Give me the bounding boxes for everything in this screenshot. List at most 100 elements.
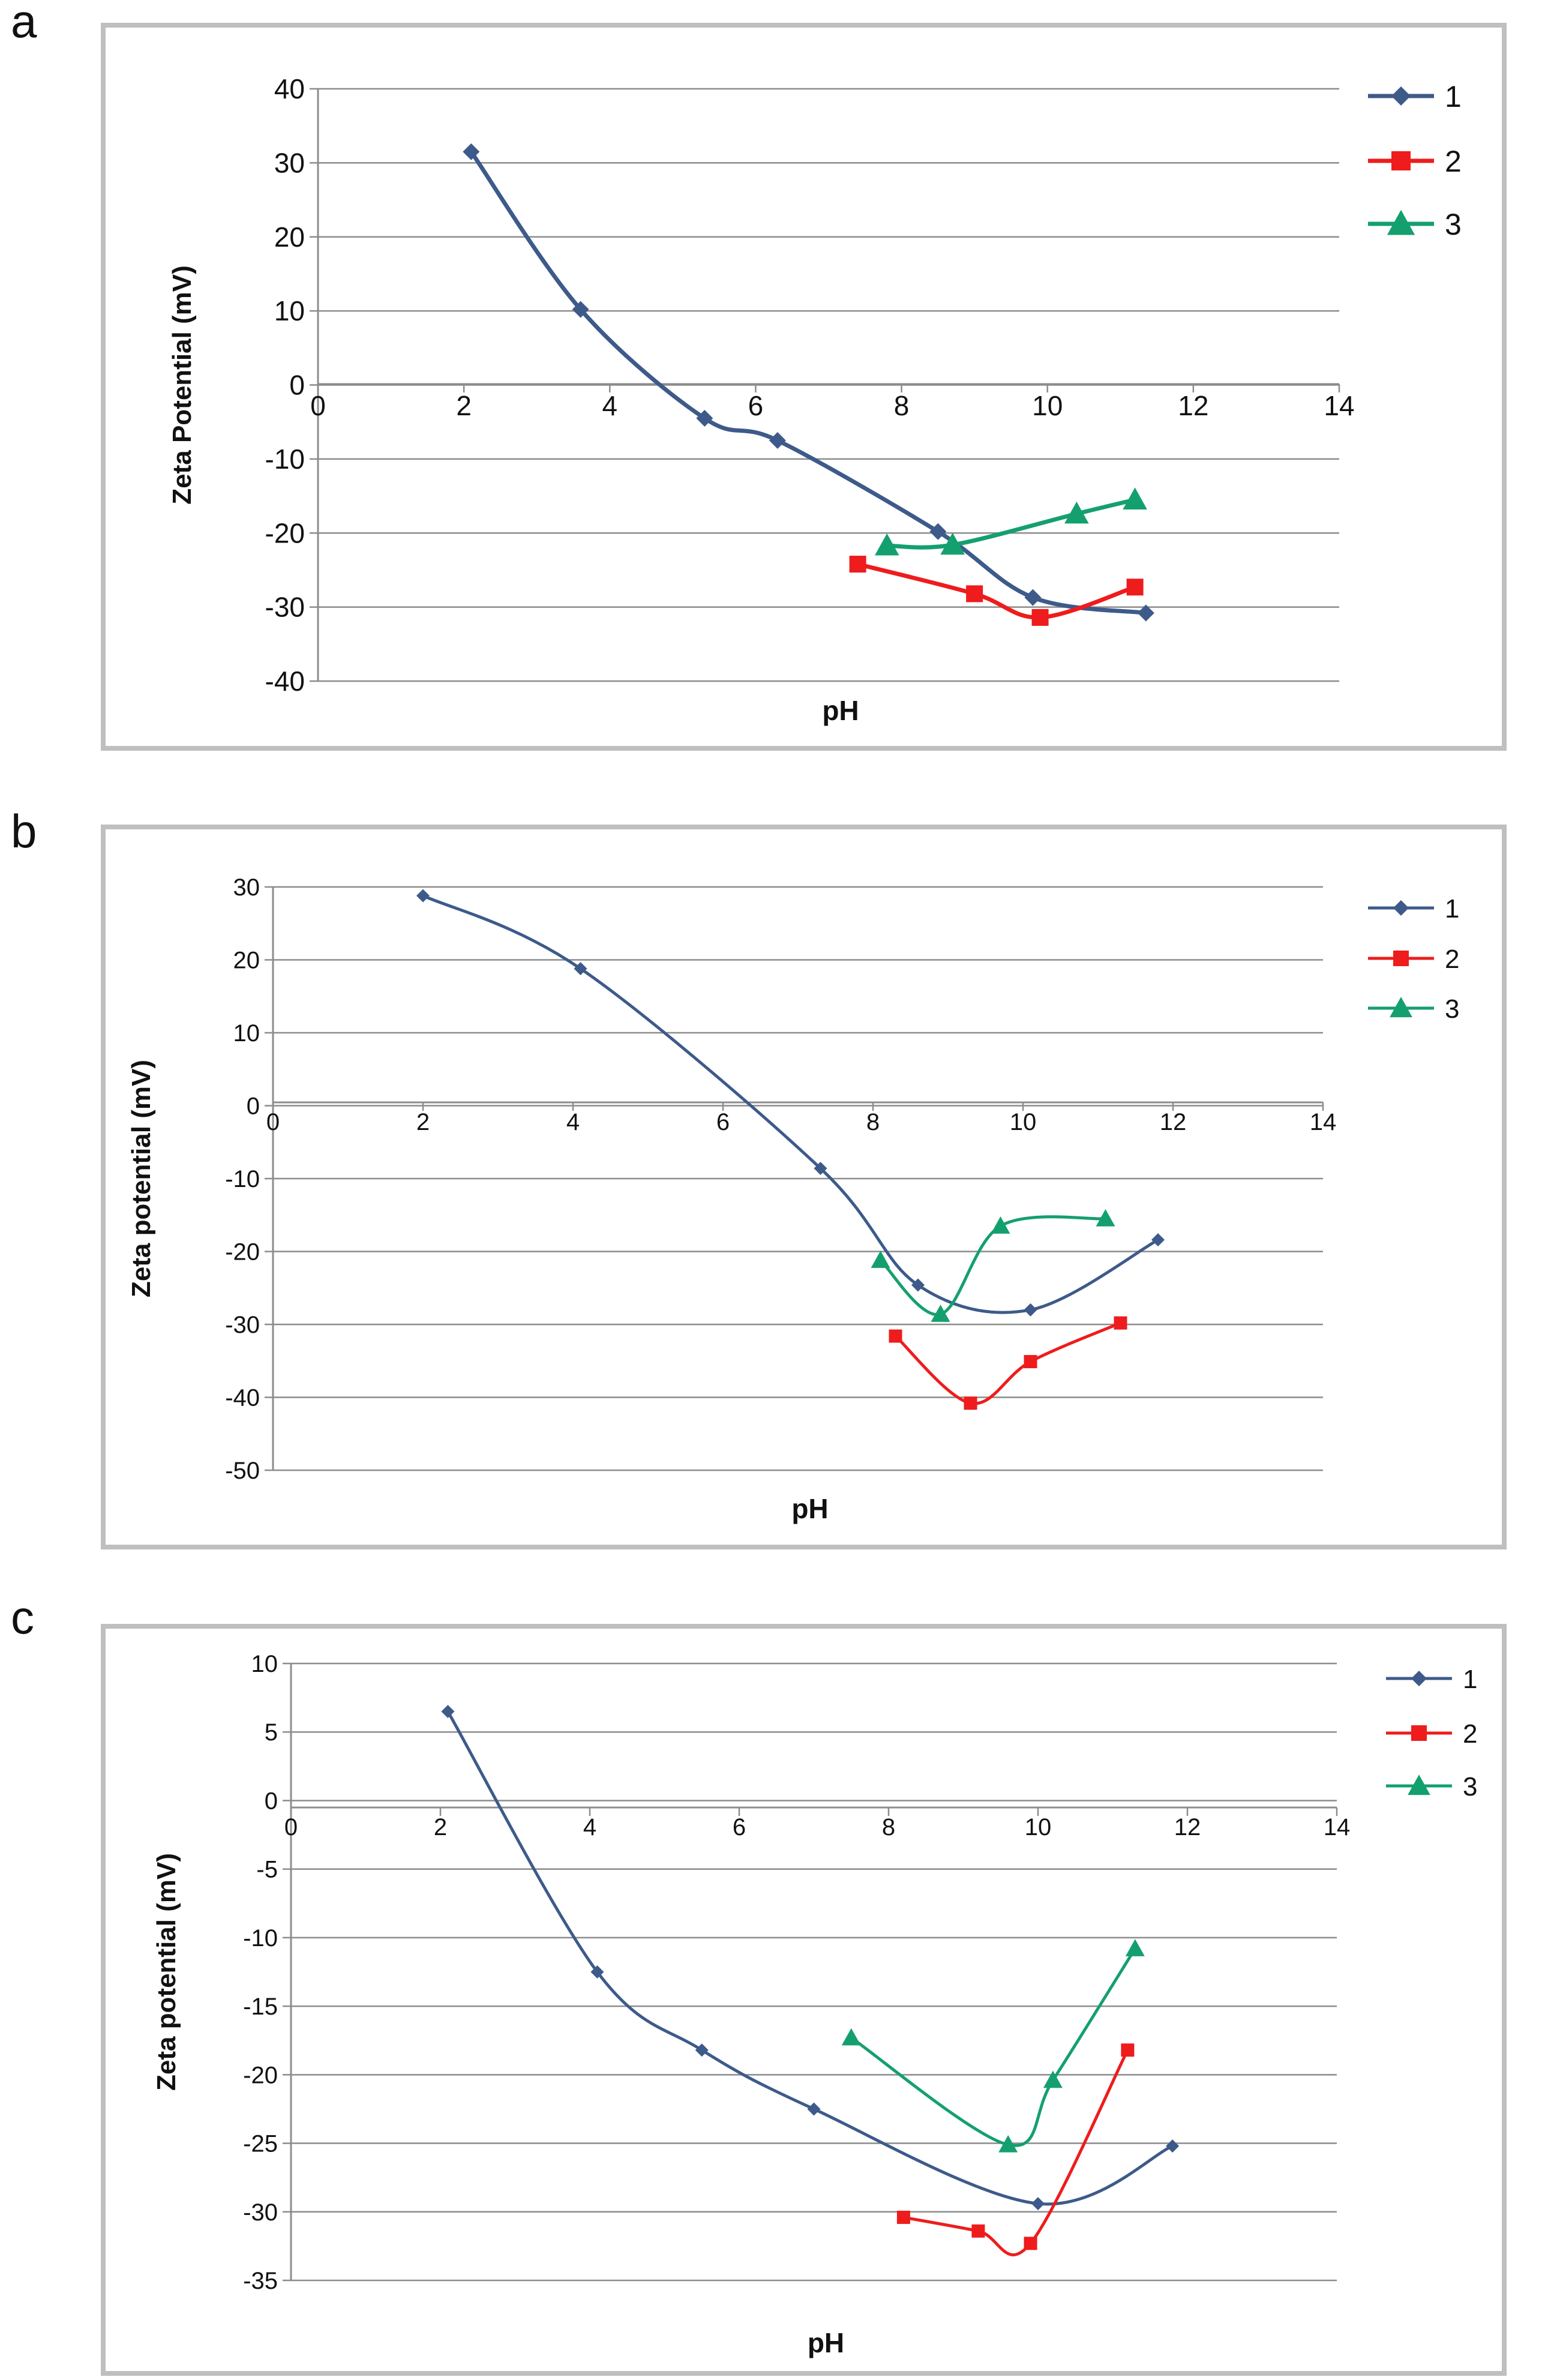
- series-1-point: [911, 1278, 925, 1292]
- series-1-point: [929, 523, 947, 540]
- series-3-point: [998, 2135, 1018, 2153]
- legend-marker-1: [1411, 1671, 1427, 1686]
- series-2-line: [902, 2048, 1129, 2256]
- legend-label-1: 1: [1445, 80, 1462, 113]
- series-3-point: [1123, 487, 1147, 509]
- x-tick-label: 6: [716, 1109, 730, 1135]
- y-tick-label: -40: [265, 666, 305, 697]
- x-tick-label: 10: [1032, 390, 1063, 421]
- legend-marker-2: [1391, 151, 1411, 170]
- x-axis-title: pH: [808, 2327, 844, 2358]
- series-2-point: [889, 1329, 902, 1343]
- y-tick-label: -10: [243, 1925, 278, 1952]
- y-tick-label: -20: [265, 517, 305, 548]
- series-1-point: [1031, 2197, 1045, 2211]
- y-tick-label: -20: [243, 2062, 278, 2088]
- y-tick-label: -30: [225, 1312, 260, 1338]
- series-1-point: [572, 301, 589, 318]
- x-tick-label: 14: [1310, 1109, 1337, 1135]
- series-1-line: [446, 1710, 1174, 2206]
- series-2-line: [894, 1321, 1122, 1405]
- legend-label-3: 3: [1445, 994, 1459, 1024]
- series-1-point: [416, 889, 430, 903]
- panel-label-a: a: [11, 0, 37, 47]
- x-axis-title: pH: [791, 1493, 828, 1524]
- x-tick-label: 4: [583, 1814, 596, 1841]
- series-1-point: [1166, 2139, 1180, 2153]
- y-tick-label: 40: [274, 73, 305, 104]
- legend-label-3: 3: [1445, 208, 1462, 241]
- y-tick-label: -15: [243, 1994, 278, 2020]
- y-tick-label: -50: [225, 1458, 260, 1484]
- legend-label-2: 2: [1445, 145, 1462, 178]
- series-3-point: [931, 1305, 950, 1322]
- x-axis-title: pH: [822, 695, 859, 726]
- panel-label-b: b: [11, 805, 37, 858]
- panel-label-c: c: [11, 1591, 34, 1644]
- legend-label-1: 1: [1445, 894, 1459, 924]
- series-3-point: [1096, 1209, 1115, 1227]
- panel-frame-b: [101, 825, 1507, 1549]
- y-tick-label: 10: [274, 295, 305, 326]
- series-2-point: [971, 2224, 985, 2238]
- y-axis-title: Zeta potential (mV): [152, 1853, 181, 2091]
- x-tick-label: 12: [1174, 1814, 1201, 1841]
- series-3-line: [879, 1215, 1107, 1317]
- x-tick-label: 12: [1160, 1109, 1187, 1135]
- series-3-line: [850, 1947, 1137, 2147]
- x-tick-label: 0: [310, 390, 326, 421]
- series-2-line: [856, 562, 1138, 620]
- y-tick-label: -10: [265, 443, 305, 475]
- series-1-point: [574, 962, 587, 976]
- series-3-point: [1125, 1939, 1145, 1956]
- legend-marker-1: [1391, 86, 1411, 106]
- series-3-line: [884, 497, 1138, 550]
- series-1-point: [1024, 1303, 1037, 1317]
- series-2-point: [1024, 2237, 1037, 2250]
- legend-marker-1: [1393, 900, 1409, 916]
- x-tick-label: 12: [1178, 390, 1208, 421]
- legend-label-1: 1: [1463, 1665, 1477, 1694]
- legend-label-2: 2: [1463, 1719, 1477, 1749]
- x-tick-label: 4: [566, 1109, 580, 1135]
- y-tick-label: 30: [274, 147, 305, 178]
- series-1-point: [441, 1704, 455, 1718]
- x-tick-label: 14: [1324, 1814, 1351, 1841]
- x-tick-label: 2: [456, 390, 472, 421]
- series-2-point: [1126, 578, 1144, 596]
- y-tick-label: -40: [225, 1385, 260, 1411]
- x-tick-label: 0: [284, 1814, 298, 1841]
- legend-marker-2: [1393, 951, 1409, 966]
- y-tick-label: 20: [274, 221, 305, 253]
- x-tick-label: 8: [866, 1109, 880, 1135]
- y-tick-label: 0: [289, 370, 305, 401]
- legend-marker-3: [1387, 209, 1415, 235]
- x-tick-label: 14: [1324, 390, 1354, 421]
- x-tick-label: 4: [602, 390, 617, 421]
- y-tick-label: -30: [243, 2199, 278, 2226]
- series-2-point: [966, 585, 983, 603]
- series-1-point: [696, 410, 713, 427]
- y-axis-title: Zeta Potential (mV): [167, 265, 197, 505]
- panel-frame-a: [101, 23, 1507, 751]
- y-tick-label: -20: [225, 1239, 260, 1266]
- series-2-point: [964, 1396, 977, 1410]
- x-tick-label: 6: [748, 390, 764, 421]
- y-tick-label: 20: [233, 948, 260, 974]
- series-2-point: [849, 556, 866, 573]
- x-tick-label: 10: [1025, 1814, 1052, 1841]
- y-axis-title: Zeta potential (mV): [127, 1060, 156, 1297]
- y-tick-label: 0: [247, 1093, 260, 1120]
- series-3-point: [1064, 501, 1089, 524]
- y-tick-label: -35: [243, 2268, 278, 2294]
- series-1-point: [807, 2102, 821, 2116]
- y-tick-label: -30: [265, 592, 305, 623]
- series-2-point: [896, 2210, 910, 2224]
- y-tick-label: 30: [233, 874, 260, 901]
- y-tick-label: 10: [251, 1651, 278, 1677]
- panel-frame-c: [101, 1624, 1507, 2376]
- y-tick-label: -5: [256, 1857, 278, 1883]
